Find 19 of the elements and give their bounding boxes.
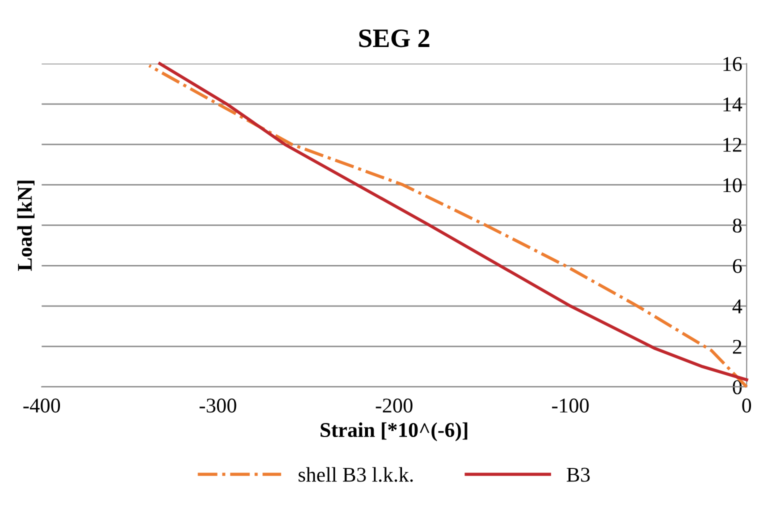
- y-tick-label: 16: [723, 57, 742, 72]
- y-tick-label: 2: [732, 340, 742, 354]
- y-tick-label: 10: [723, 178, 742, 192]
- x-axis-title: Strain [*10^(-6)]: [320, 422, 468, 442]
- y-tick-label: 8: [732, 218, 742, 233]
- x-tick-label: 0: [742, 398, 752, 413]
- legend-label: B3: [566, 468, 590, 482]
- y-tick-label: 4: [732, 300, 742, 314]
- y-axis-title: Load [kN]: [17, 180, 34, 271]
- legend-label: shell B3 l.k.k.: [298, 467, 413, 482]
- x-tick-label: -400: [23, 398, 60, 413]
- y-tick-label: 12: [723, 138, 742, 152]
- x-tick-label: -300: [200, 398, 236, 413]
- x-tick-label: -100: [552, 398, 589, 413]
- y-tick-label: 6: [732, 259, 742, 274]
- y-tick-label: 0: [732, 380, 742, 394]
- x-tick-label: -200: [376, 398, 412, 413]
- chart-title: SEG 2: [359, 29, 430, 48]
- y-tick-label: 14: [723, 98, 742, 112]
